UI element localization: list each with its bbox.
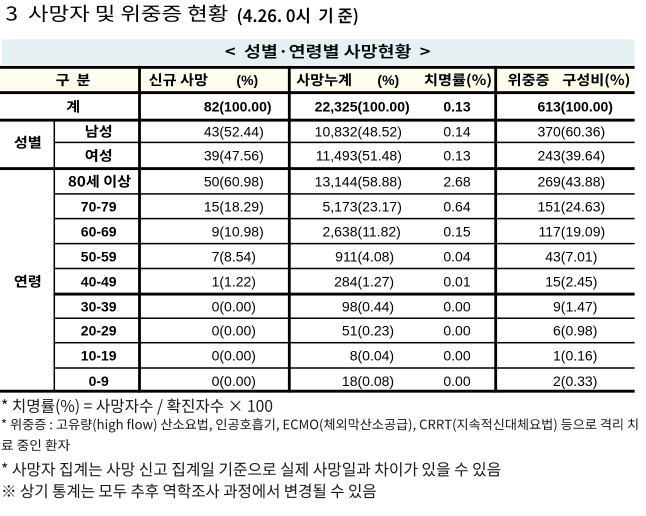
svg-text:0.14: 0.14 — [443, 123, 470, 139]
svg-text:(0.23): (0.23) — [358, 323, 395, 339]
svg-text:613: 613 — [537, 99, 561, 115]
svg-text:(1.47): (1.47) — [561, 298, 598, 314]
svg-text:50: 50 — [204, 173, 220, 189]
svg-text:(0.98): (0.98) — [561, 323, 598, 339]
svg-text:(10.98): (10.98) — [219, 223, 263, 239]
svg-text:(7.01): (7.01) — [561, 248, 598, 264]
svg-text:(%): (%) — [377, 72, 399, 88]
svg-text:18: 18 — [342, 373, 358, 389]
svg-text:(24.63): (24.63) — [561, 198, 605, 214]
svg-text:8: 8 — [350, 348, 358, 364]
svg-text:(60.36): (60.36) — [561, 123, 605, 139]
svg-text:60-69: 60-69 — [81, 223, 117, 239]
svg-text:911: 911 — [335, 248, 358, 264]
svg-text:0.01: 0.01 — [443, 274, 470, 290]
svg-text:51: 51 — [342, 323, 358, 339]
svg-text:151: 151 — [537, 198, 561, 214]
svg-text:(0.00): (0.00) — [219, 373, 256, 389]
svg-text:10,832: 10,832 — [315, 123, 358, 139]
svg-text:(1.22): (1.22) — [219, 274, 256, 290]
svg-text:22,325: 22,325 — [315, 99, 358, 115]
svg-text:20-29: 20-29 — [81, 323, 117, 339]
svg-text:39: 39 — [204, 148, 220, 164]
svg-text:70-79: 70-79 — [81, 198, 117, 214]
svg-text:2.68: 2.68 — [443, 173, 470, 189]
svg-text:(0.33): (0.33) — [561, 373, 598, 389]
svg-text:0.00: 0.00 — [443, 348, 470, 364]
svg-text:(100.00): (100.00) — [561, 99, 613, 115]
svg-text:0.64: 0.64 — [443, 198, 470, 214]
svg-text:7: 7 — [212, 248, 220, 264]
svg-text:(39.64): (39.64) — [561, 148, 605, 164]
svg-text:43: 43 — [545, 248, 561, 264]
svg-text:0.00: 0.00 — [443, 323, 470, 339]
svg-text:2,638: 2,638 — [322, 223, 357, 239]
svg-text:11,493: 11,493 — [316, 148, 358, 164]
svg-text:9: 9 — [553, 298, 561, 314]
svg-text:(0.08): (0.08) — [358, 373, 395, 389]
svg-text:(0.00): (0.00) — [219, 348, 256, 364]
svg-text:98: 98 — [342, 298, 358, 314]
svg-text:(43.88): (43.88) — [561, 173, 605, 189]
svg-text:117: 117 — [538, 223, 561, 239]
svg-text:(100.00): (100.00) — [219, 99, 271, 115]
svg-text:269: 269 — [537, 173, 561, 189]
svg-text:10-19: 10-19 — [81, 348, 117, 364]
svg-text:(0.16): (0.16) — [561, 348, 598, 364]
svg-text:(4.08): (4.08) — [358, 248, 395, 264]
svg-text:0: 0 — [212, 298, 220, 314]
svg-text:43: 43 — [204, 123, 220, 139]
svg-text:(0.00): (0.00) — [219, 323, 256, 339]
svg-text:(11.82): (11.82) — [358, 223, 401, 239]
svg-text:9: 9 — [212, 223, 220, 239]
svg-text:(47.56): (47.56) — [219, 148, 263, 164]
svg-text:(51.48): (51.48) — [358, 148, 402, 164]
svg-text:(1.27): (1.27) — [358, 274, 395, 290]
svg-text:13,144: 13,144 — [315, 173, 358, 189]
svg-text:0: 0 — [212, 323, 220, 339]
svg-text:(%): (%) — [236, 72, 258, 88]
svg-text:(60.98): (60.98) — [219, 173, 263, 189]
svg-text:(0.04): (0.04) — [358, 348, 395, 364]
svg-text:1: 1 — [553, 348, 561, 364]
svg-text:(52.44): (52.44) — [219, 123, 263, 139]
svg-text:0.15: 0.15 — [443, 223, 470, 239]
svg-text:0.13: 0.13 — [443, 99, 470, 115]
svg-text:(0.00): (0.00) — [219, 298, 256, 314]
svg-text:243: 243 — [537, 148, 561, 164]
svg-text:6: 6 — [553, 323, 561, 339]
svg-text:0: 0 — [212, 348, 220, 364]
svg-text:(23.17): (23.17) — [358, 198, 402, 214]
svg-text:(19.09): (19.09) — [561, 223, 605, 239]
svg-text:5,173: 5,173 — [322, 198, 357, 214]
svg-text:50-59: 50-59 — [81, 248, 117, 264]
svg-text:(58.88): (58.88) — [358, 173, 402, 189]
svg-text:30-39: 30-39 — [81, 298, 117, 314]
svg-text:0.13: 0.13 — [443, 148, 470, 164]
svg-text:0.00: 0.00 — [443, 373, 470, 389]
svg-text:0: 0 — [212, 373, 220, 389]
svg-text:(18.29): (18.29) — [219, 198, 263, 214]
svg-text:370: 370 — [537, 123, 561, 139]
svg-text:(100.00): (100.00) — [358, 99, 410, 115]
svg-text:15: 15 — [545, 274, 561, 290]
svg-text:(2.45): (2.45) — [561, 274, 598, 290]
svg-text:40-49: 40-49 — [81, 274, 117, 290]
svg-text:1: 1 — [212, 274, 220, 290]
svg-text:284: 284 — [334, 274, 358, 290]
svg-text:15: 15 — [204, 198, 220, 214]
svg-text:0.04: 0.04 — [443, 248, 470, 264]
svg-text:(8.54): (8.54) — [219, 248, 256, 264]
svg-text:(0.44): (0.44) — [358, 298, 395, 314]
svg-text:2: 2 — [553, 373, 561, 389]
svg-text:0-9: 0-9 — [89, 373, 109, 389]
svg-text:0.00: 0.00 — [443, 298, 470, 314]
svg-text:(48.52): (48.52) — [358, 123, 402, 139]
svg-text:82: 82 — [204, 99, 220, 115]
